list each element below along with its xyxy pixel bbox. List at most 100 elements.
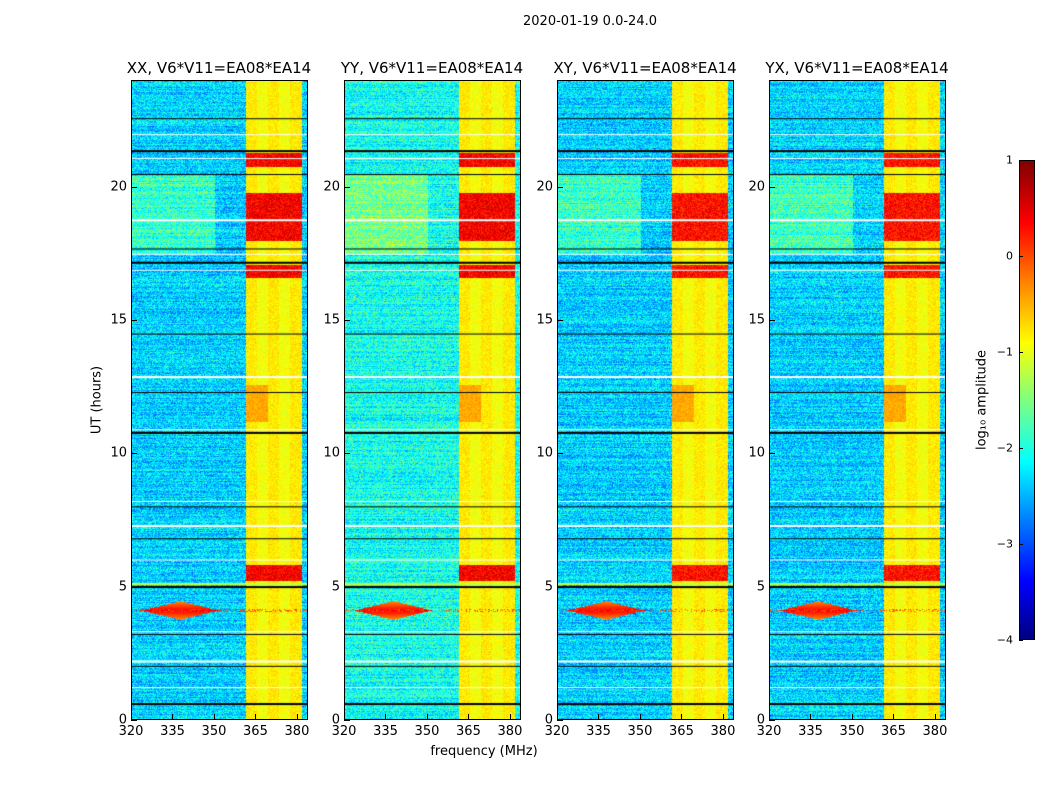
x-tick-mark <box>769 714 770 720</box>
x-tick-label: 350 <box>201 724 227 739</box>
x-tick-mark <box>509 714 511 720</box>
x-tick-mark <box>426 714 428 720</box>
spectrogram-canvas <box>345 81 520 719</box>
x-tick-label: 380 <box>284 724 310 739</box>
x-tick-label: 320 <box>118 724 144 739</box>
colorbar-tick-label: −1 <box>996 345 1013 359</box>
x-tick-mark <box>344 714 345 720</box>
x-tick-label: 350 <box>839 724 865 739</box>
y-tick-mark <box>131 186 137 188</box>
x-tick-label: 365 <box>669 724 694 739</box>
x-tick-mark <box>296 714 298 720</box>
y-tick-mark <box>769 320 775 321</box>
colorbar-label: log₁₀ amplitude <box>974 349 990 451</box>
y-tick-mark <box>131 453 137 455</box>
x-tick-mark <box>172 714 174 720</box>
colorbar-tick-label: −3 <box>996 537 1013 551</box>
heatmap-panel-3 <box>557 80 734 720</box>
x-tick-mark <box>255 714 257 720</box>
x-tick-label: 380 <box>497 724 523 739</box>
y-tick-label: 0 <box>118 712 127 728</box>
y-tick-label: 15 <box>110 312 127 328</box>
colorbar-tick-mark <box>1019 448 1023 449</box>
y-tick-mark <box>344 720 350 721</box>
x-tick-label: 320 <box>331 724 357 739</box>
x-tick-label: 335 <box>586 724 611 739</box>
y-tick-mark <box>769 186 775 188</box>
colorbar-tick-mark <box>1019 544 1023 545</box>
x-tick-mark <box>722 714 724 720</box>
y-tick-mark <box>344 186 350 188</box>
y-tick-label: 5 <box>331 579 340 595</box>
y-tick-label: 15 <box>748 312 765 328</box>
x-tick-mark <box>468 714 470 720</box>
x-tick-mark <box>810 714 812 720</box>
y-tick-mark <box>769 453 775 455</box>
x-tick-mark <box>385 714 387 720</box>
y-tick-label: 15 <box>536 312 553 328</box>
colorbar-tick-label: −2 <box>996 441 1013 455</box>
x-axis-label: frequency (MHz) <box>430 744 538 759</box>
x-tick-label: 320 <box>756 724 782 739</box>
y-tick-label: 15 <box>323 312 340 328</box>
y-tick-mark <box>557 453 563 455</box>
y-tick-mark <box>131 320 137 321</box>
colorbar-tick-mark <box>1019 352 1023 353</box>
y-tick-label: 5 <box>118 579 127 595</box>
y-tick-mark <box>131 720 137 721</box>
spectrogram-canvas <box>132 81 307 719</box>
y-tick-mark <box>344 453 350 455</box>
heatmap-panel-4 <box>769 80 946 720</box>
x-tick-mark <box>557 714 558 720</box>
x-tick-mark <box>131 714 132 720</box>
panel-title-3: XY, V6*V11=EA08*EA14 <box>553 59 737 77</box>
y-tick-label: 5 <box>544 579 553 595</box>
y-tick-mark <box>344 320 350 321</box>
y-axis-label: UT (hours) <box>89 365 105 435</box>
y-tick-mark <box>557 320 563 321</box>
y-tick-mark <box>557 720 563 721</box>
y-tick-mark <box>557 586 563 588</box>
x-tick-label: 335 <box>160 724 185 739</box>
colorbar-tick-label: 0 <box>1006 249 1013 263</box>
y-tick-label: 20 <box>536 179 553 195</box>
x-tick-label: 365 <box>456 724 481 739</box>
x-tick-mark <box>934 714 936 720</box>
y-tick-label: 20 <box>748 179 765 195</box>
colorbar-tick-label: 1 <box>1006 153 1013 167</box>
y-tick-label: 10 <box>748 445 765 461</box>
y-tick-mark <box>769 586 775 588</box>
spectrogram-canvas <box>770 81 945 719</box>
y-tick-label: 10 <box>110 445 127 461</box>
colorbar-tick-mark <box>1019 160 1023 161</box>
x-tick-mark <box>851 714 853 720</box>
y-tick-label: 0 <box>331 712 340 728</box>
x-tick-label: 365 <box>881 724 906 739</box>
x-tick-label: 380 <box>710 724 736 739</box>
y-tick-label: 0 <box>756 712 765 728</box>
colorbar-tick-mark <box>1019 256 1023 257</box>
x-tick-label: 320 <box>544 724 570 739</box>
panel-title-1: XX, V6*V11=EA08*EA14 <box>126 59 312 77</box>
heatmap-panel-2 <box>344 80 521 720</box>
y-tick-label: 10 <box>323 445 340 461</box>
colorbar-tick-mark <box>1019 640 1023 641</box>
figure-title: 2020-01-19 0.0-24.0 <box>523 14 657 29</box>
x-tick-mark <box>893 714 895 720</box>
y-tick-label: 20 <box>323 179 340 195</box>
colorbar-tick-label: −4 <box>996 633 1013 647</box>
spectrogram-canvas <box>558 81 733 719</box>
heatmap-panel-1 <box>131 80 308 720</box>
x-tick-label: 380 <box>922 724 948 739</box>
colorbar <box>1019 160 1035 640</box>
y-tick-label: 5 <box>756 579 765 595</box>
x-tick-label: 335 <box>798 724 823 739</box>
y-tick-mark <box>557 186 563 188</box>
y-tick-label: 0 <box>544 712 553 728</box>
y-tick-mark <box>769 720 775 721</box>
panel-title-2: YY, V6*V11=EA08*EA14 <box>340 59 524 77</box>
y-tick-label: 10 <box>536 445 553 461</box>
x-tick-label: 350 <box>414 724 440 739</box>
x-tick-label: 350 <box>627 724 653 739</box>
